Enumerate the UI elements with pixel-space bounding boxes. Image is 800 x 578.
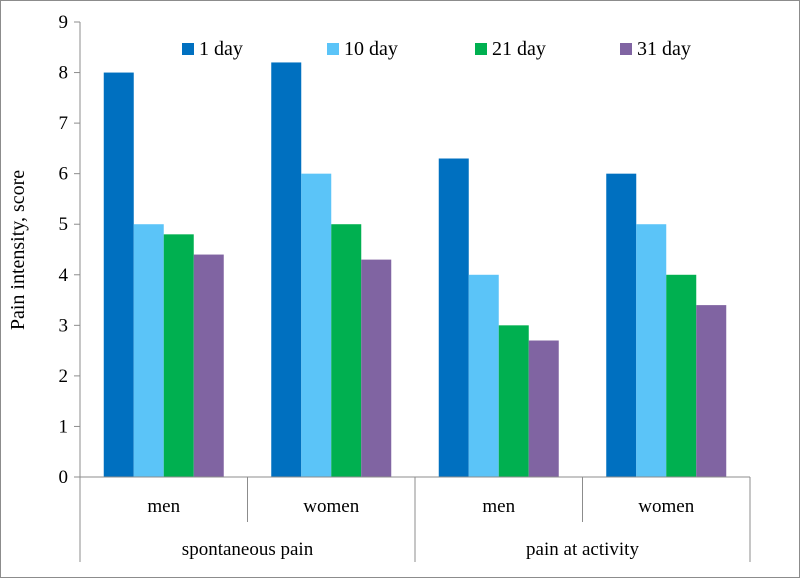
bar <box>163 234 194 477</box>
axes <box>79 22 751 562</box>
bar <box>331 224 362 477</box>
legend-label: 10 day <box>344 38 398 60</box>
bar <box>528 340 559 477</box>
y-tick-label: 2 <box>59 366 69 387</box>
legend-swatch <box>327 43 339 55</box>
x-tick-label: women <box>303 496 359 517</box>
bar <box>271 62 302 477</box>
y-tick-label: 7 <box>59 113 69 134</box>
x-tick-label: women <box>638 496 694 517</box>
bar <box>636 224 667 477</box>
y-axis-ticks: 0 1 2 3 4 5 6 7 8 9 <box>59 12 80 488</box>
bar <box>468 274 499 477</box>
legend-label: 1 day <box>199 38 243 60</box>
bar <box>301 173 332 477</box>
bar <box>438 158 469 477</box>
legend-swatch <box>182 43 194 55</box>
group-label: pain at activity <box>526 539 639 560</box>
bars <box>103 62 727 478</box>
x-tick-label: men <box>147 496 180 517</box>
legend-swatch <box>475 43 487 55</box>
y-axis-label: Pain intensity, score <box>7 170 29 330</box>
bar <box>606 173 637 477</box>
y-tick-label: 4 <box>59 265 69 286</box>
y-tick-label: 9 <box>59 12 69 33</box>
y-tick-label: 0 <box>59 467 69 488</box>
bar <box>666 274 697 477</box>
legend: 1 day 10 day 21 day 31 day <box>182 38 691 60</box>
bar <box>696 305 727 477</box>
x-axis-labels: men women men women spontaneous pain pain at … <box>147 496 694 560</box>
y-tick-label: 8 <box>59 63 69 84</box>
y-tick-label: 1 <box>59 416 69 437</box>
y-axis-label-group: Pain intensity, score <box>7 170 29 330</box>
legend-label: 21 day <box>492 38 546 60</box>
bar <box>133 224 164 477</box>
bar <box>193 254 224 477</box>
x-tick-label: men <box>482 496 515 517</box>
y-tick-label: 6 <box>59 164 69 185</box>
legend-swatch <box>620 43 632 55</box>
y-tick-label: 3 <box>59 315 69 336</box>
legend-label: 31 day <box>637 38 691 60</box>
bar <box>103 72 134 478</box>
group-label: spontaneous pain <box>182 539 314 560</box>
bar <box>361 259 392 477</box>
y-tick-label: 5 <box>59 214 69 235</box>
bar <box>498 325 529 477</box>
